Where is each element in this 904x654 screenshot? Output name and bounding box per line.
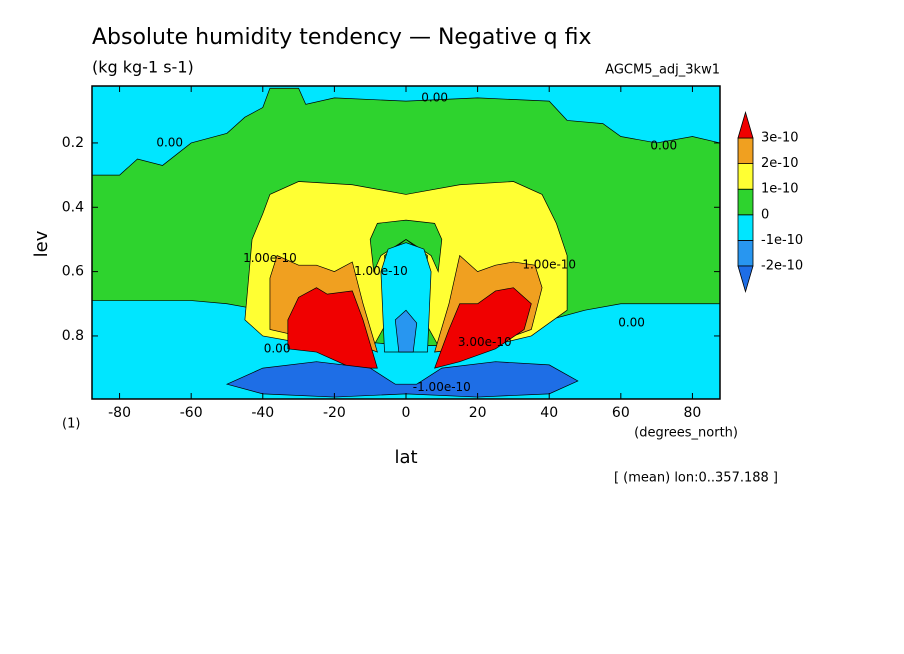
x-units: (degrees_north) [634,426,738,441]
axes: -80 -60 -40 -20 0 20 40 60 80 0.2 0.4 0.6 0.8 -2e-10 -… [62,85,803,421]
contour-label: 0.00 [650,139,677,153]
legend-box [737,163,754,190]
legend-box [737,188,754,216]
legend-box [737,239,754,267]
x-tick-label: -60 [180,405,203,421]
footnote: [ (mean) lon:0..357.188 ] [614,471,778,486]
x-axis-label: lat [394,447,417,468]
contour-region [369,219,443,273]
y-tick-label: 0.2 [62,135,84,151]
contour-region [225,361,579,398]
legend-label: -1e-10 [761,233,803,248]
legend-label: 3e-10 [761,131,799,146]
chart-title: Absolute humidity tendency — Negative q … [92,25,592,50]
legend-label: 0 [761,207,769,222]
y-tick-label: 0.6 [62,264,84,280]
y-tick-label: 0.4 [62,199,84,215]
contour-region [380,242,432,353]
contour-label: 0.00 [421,90,448,104]
x-tick-label: -20 [323,405,346,421]
contour-label: 0.00 [264,341,291,355]
contour-region [434,287,532,369]
y-axis-label: lev [31,230,52,257]
x-tick-label: 0 [402,405,411,421]
x-tick-label: -80 [108,405,131,421]
contour-label: 3.00e-10 [458,335,512,349]
x-tick-label: 40 [540,405,558,421]
plot-area: 0.00 0.00 0.00 0.00 0.00 1.00e-10 1.00e-10 1.00… [92,86,720,399]
legend-label: -2e-10 [761,259,803,274]
contour-label: 1.00e-10 [243,251,297,265]
contour-label: -1.00e-10 [413,380,471,394]
run-label: AGCM5_adj_3kw1 [605,63,720,78]
x-tick-label: 20 [469,405,487,421]
chart-subtitle: (kg kg-1 s-1) [92,58,194,77]
legend-label: 2e-10 [761,156,799,171]
x-tick-label: -40 [251,405,274,421]
contour-label: 1.00e-10 [354,264,408,278]
contour-label: 0.00 [618,316,645,330]
y-units: (1) [62,417,80,432]
contour-label: 0.00 [156,135,183,149]
contour-region [394,309,418,353]
x-tick-label: 80 [684,405,702,421]
contour-label: 1.00e-10 [522,258,576,272]
contour-region [287,287,378,369]
legend-box [737,137,754,165]
legend-label: 1e-10 [761,182,799,197]
y-tick-label: 0.8 [62,328,84,344]
legend-triangle-bottom [737,265,754,294]
x-tick-label: 60 [612,405,630,421]
legend-box [737,214,754,241]
legend-triangle-top [737,110,754,139]
